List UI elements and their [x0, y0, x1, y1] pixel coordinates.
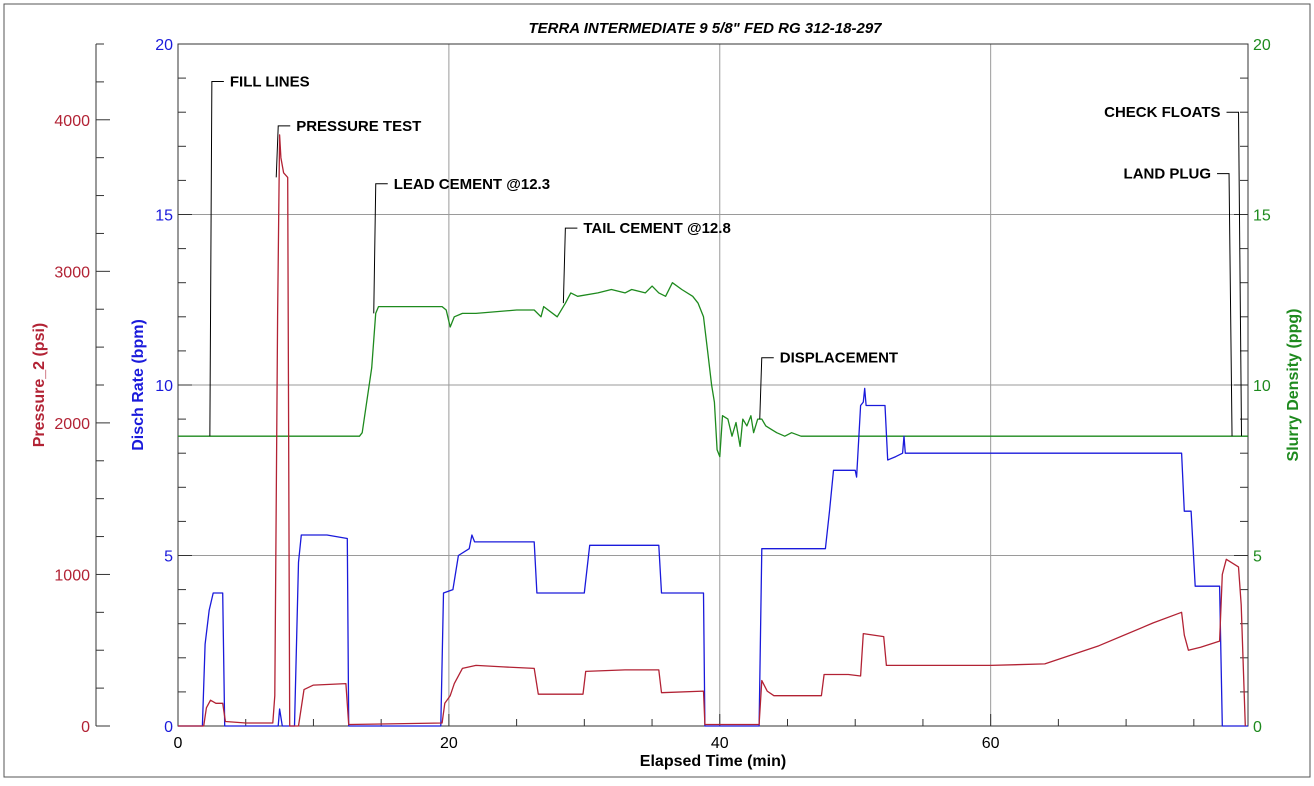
grid [178, 44, 1248, 726]
rate-tick-label: 5 [164, 549, 173, 566]
pressure-tick-label: 4000 [54, 113, 90, 130]
series-layer [178, 134, 1248, 727]
density-axis-title: Slurry Density (ppg) [1285, 309, 1302, 462]
density-tick-label: 20 [1253, 37, 1271, 54]
annotation-leader [373, 183, 388, 314]
pressure-series-line [178, 134, 1246, 727]
annotation: FILL LINES [209, 74, 310, 437]
annotation-label: LAND PLUG [1124, 166, 1212, 183]
annotation: PRESSURE TEST [275, 118, 421, 178]
density-tick-label: 5 [1253, 549, 1262, 566]
density-axis: 0 5 10 15 20 [1234, 37, 1271, 736]
annotation: LEAD CEMENT @12.3 [373, 176, 550, 314]
x-tick-label: 20 [440, 735, 458, 752]
rate-tick-label: 0 [164, 719, 173, 736]
annotation-leader [275, 125, 291, 178]
rate-tick-label: 10 [155, 378, 173, 395]
annotation-label: FILL LINES [230, 74, 310, 91]
x-tick-label: 40 [711, 735, 729, 752]
x-axis-title: Elapsed Time (min) [640, 753, 786, 770]
density-tick-label: 0 [1253, 719, 1262, 736]
annotation-label: PRESSURE TEST [296, 118, 421, 135]
x-tick-label: 0 [174, 735, 183, 752]
annotation-layer: FILL LINES PRESSURE TEST LEAD CEMENT @12.3… [209, 74, 1243, 437]
rate-axis: 0 5 10 15 20 [155, 37, 192, 736]
chart-title: TERRA INTERMEDIATE 9 5/8" FED RG 312-18-… [528, 20, 882, 37]
annotation-label: LEAD CEMENT @12.3 [394, 176, 550, 193]
density-series-line [178, 282, 1248, 458]
annotation: TAIL CEMENT @12.8 [562, 220, 731, 304]
annotation: CHECK FLOATS [1104, 104, 1243, 437]
annotation-leader [562, 227, 578, 304]
density-tick-label: 10 [1253, 378, 1271, 395]
rate-tick-label: 15 [155, 208, 173, 225]
annotation-label: TAIL CEMENT @12.8 [583, 220, 730, 237]
pressure-tick-label: 2000 [54, 416, 90, 433]
annotation-label: CHECK FLOATS [1104, 104, 1220, 121]
annotation: LAND PLUG [1124, 166, 1233, 437]
outer-border [3, 3, 1311, 778]
rate-axis-title: Disch Rate (bpm) [130, 319, 147, 451]
annotation-label: DISPLACEMENT [780, 350, 898, 367]
pressure-tick-label: 1000 [54, 567, 90, 584]
x-tick-label: 60 [982, 735, 1000, 752]
pressure-tick-label: 3000 [54, 264, 90, 281]
annotation-leader [1226, 111, 1243, 437]
pressure-axis-title: Pressure_2 (psi) [31, 323, 48, 448]
pressure-tick-label: 0 [81, 719, 90, 736]
annotation-leader [209, 81, 224, 437]
pressure-axis: 0 1000 2000 3000 4000 [54, 43, 110, 736]
annotation-leader [1217, 173, 1233, 437]
rate-series-line [178, 387, 1248, 727]
density-tick-label: 15 [1253, 208, 1271, 225]
annotation-leader [759, 357, 774, 420]
x-axis: 0 20 40 60 [174, 714, 1195, 752]
annotation: DISPLACEMENT [759, 350, 898, 420]
rate-tick-label: 20 [155, 37, 173, 54]
